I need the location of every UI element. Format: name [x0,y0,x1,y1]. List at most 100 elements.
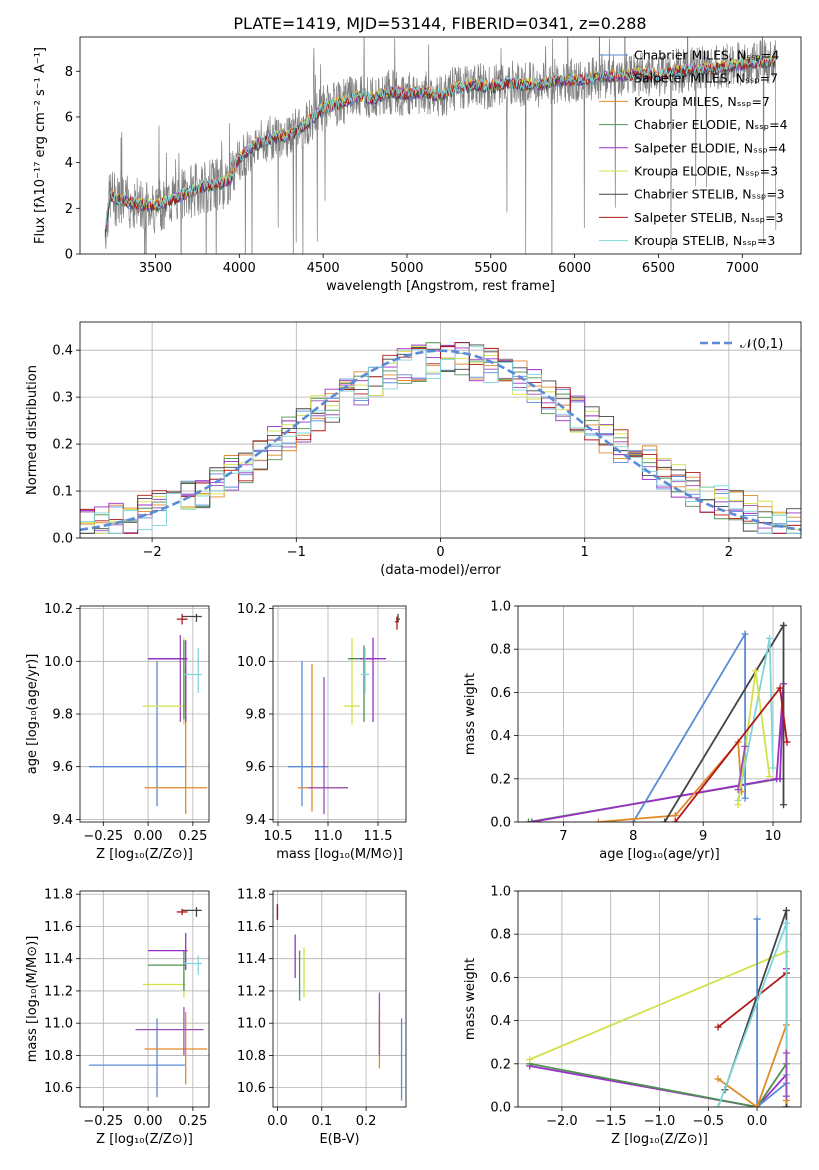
weight-line [674,685,788,822]
x-axis-label: Z [log₁₀(Z/Z⊙)] [96,847,193,862]
x-tick-label: 11.5 [364,829,393,844]
y-tick-label: 1.0 [490,600,511,615]
residual-histogram [80,346,801,538]
y-tick-label: 0.8 [490,643,511,658]
x-axis-label: E(B-V) [319,1132,359,1147]
weight-line [529,968,788,1107]
spectrum-panel: 3500 4000 4500 5000 5500 6000 6500 7000 0 2 4 6 8 wav… [33,36,802,294]
y-tick-label: 11.2 [237,984,266,999]
x-tick-label: 6500 [642,261,675,276]
legend-label: Kroupa MILES, Nₛₛₚ=7 [634,94,770,109]
y-axis-label: Flux [fλ10⁻¹⁷ erg cm⁻² s⁻¹ A⁻¹] [33,47,48,244]
figure-title: PLATE=1419, MJD=53144, FIBERID=0341, z=0… [233,14,646,33]
y-tick-label: 10.8 [44,1049,73,1064]
x-tick-label: 7000 [726,261,759,276]
y-tick-label: 10.2 [237,602,266,617]
axes-frame [79,890,210,1108]
weight-marker [782,1092,790,1100]
x-tick-label: 0.0 [747,1114,768,1129]
y-tick-label: 1.0 [490,885,511,900]
weight-marker [782,1049,790,1057]
x-tick-label: 0.00 [134,1114,163,1129]
y-tick-label: 4 [65,156,73,171]
y-tick-label: 11.8 [237,888,266,903]
axes-frame [517,890,802,1108]
weight-marker [766,634,774,642]
x-tick-label: 0.2 [356,1114,377,1129]
weight-line [598,739,743,822]
x-tick-label: 0.0 [267,1114,288,1129]
y-tick-label: 0.2 [490,1057,511,1072]
x-tick-label: 5000 [390,261,423,276]
x-tick-label: 6000 [558,261,591,276]
weight-marker [524,818,532,822]
y-tick-label: 11.6 [237,920,266,935]
x-tick-label: 3500 [139,261,172,276]
weight-marker [753,915,761,923]
weight-marker [526,1055,534,1063]
axes-frame [79,605,210,823]
weight-marker [528,818,536,822]
x-tick-label: 0.1 [311,1114,332,1129]
y-tick-label: 10.6 [237,1081,266,1096]
weight-marker [714,1023,722,1031]
y-tick-label: 0.0 [52,532,73,547]
x-axis-label: Z [log₁₀(Z/Z⊙)] [611,1132,708,1147]
x-tick-label: −2 [143,545,162,560]
age-vs-mass-panel: 10.5 11.0 11.5 9.4 9.6 9.8 10.0 10.2 mass [log₁₀… [237,602,407,862]
weight-line [529,1062,788,1107]
y-tick-label: 0.4 [52,344,73,359]
weight-marker [741,630,749,638]
weight-marker [714,1075,722,1083]
axes-frame [272,890,407,1108]
residual-panel: −2 −1 0 1 2 0.0 0.1 0.2 0.3 0.4 (data-model)/error… [25,321,802,578]
weight-marker [671,812,679,820]
normal-reference-curve [80,349,801,532]
y-tick-label: 0.4 [490,1014,511,1029]
weight-marker [752,667,760,675]
plot-area [104,37,777,254]
y-tick-label: 0.4 [490,729,511,744]
y-tick-label: 9.4 [52,813,73,828]
y-axis-label: age [log₁₀(age/yr)] [25,654,40,775]
y-tick-label: 10.6 [44,1081,73,1096]
y-axis-label: mass [log₁₀(M/M⊙)] [25,936,40,1063]
plot-area [288,613,400,815]
weight-marker [753,1103,761,1107]
y-tick-label: 0.8 [490,928,511,943]
weight-marker [594,818,602,822]
y-tick-label: 0.0 [490,1101,511,1116]
x-tick-label: −1.5 [595,1114,627,1129]
weight-line [529,950,787,1061]
y-tick-label: 9.6 [52,760,73,775]
legend-label: Salpeter STELIB, Nₛₛₚ=3 [634,210,784,225]
legend-label: 𝒩(0,1) [740,337,783,352]
x-tick-label: 0.25 [178,829,207,844]
legend-label: Kroupa ELODIE, Nₛₛₚ=3 [634,164,778,179]
y-tick-label: 9.6 [245,760,266,775]
y-tick-label: 8 [65,65,73,80]
plot-area [80,342,801,538]
y-tick-label: 0.1 [52,485,73,500]
y-tick-label: 10.0 [44,655,73,670]
legend-label: Chabrier ELODIE, Nₛₛₚ=4 [634,117,788,132]
plot-area [526,906,790,1107]
weight-vs-age-panel: 7 8 9 10 0.0 0.2 0.4 0.6 0.8 1.0 age [log₁₀(age/yr… [463,600,802,862]
axes-frame [79,321,802,539]
plot-area [524,621,791,822]
weight-marker [661,818,669,822]
x-tick-label: 2 [725,545,733,560]
weight-marker [769,764,777,772]
weight-marker [782,1103,790,1107]
weight-marker [776,775,784,783]
mass-vs-z-panel: −0.25 0.00 0.25 10.6 10.8 11.0 11.2 11.4 11.6 11.… [25,888,210,1147]
y-tick-label: 11.0 [237,1017,266,1032]
y-tick-label: 9.4 [245,813,266,828]
weight-marker [780,621,788,629]
model-spectrum [104,57,776,237]
legend-label: Chabrier MILES, Nₛₛₚ=4 [634,48,779,63]
weight-line [737,746,746,790]
axes-frame [79,36,802,255]
mass-vs-ebv-panel: 0.0 0.1 0.2 10.6 10.8 11.0 11.2 11.4 11.6 11.8 E(B… [237,888,407,1147]
legend-label: Kroupa STELIB, Nₛₛₚ=3 [634,233,775,248]
